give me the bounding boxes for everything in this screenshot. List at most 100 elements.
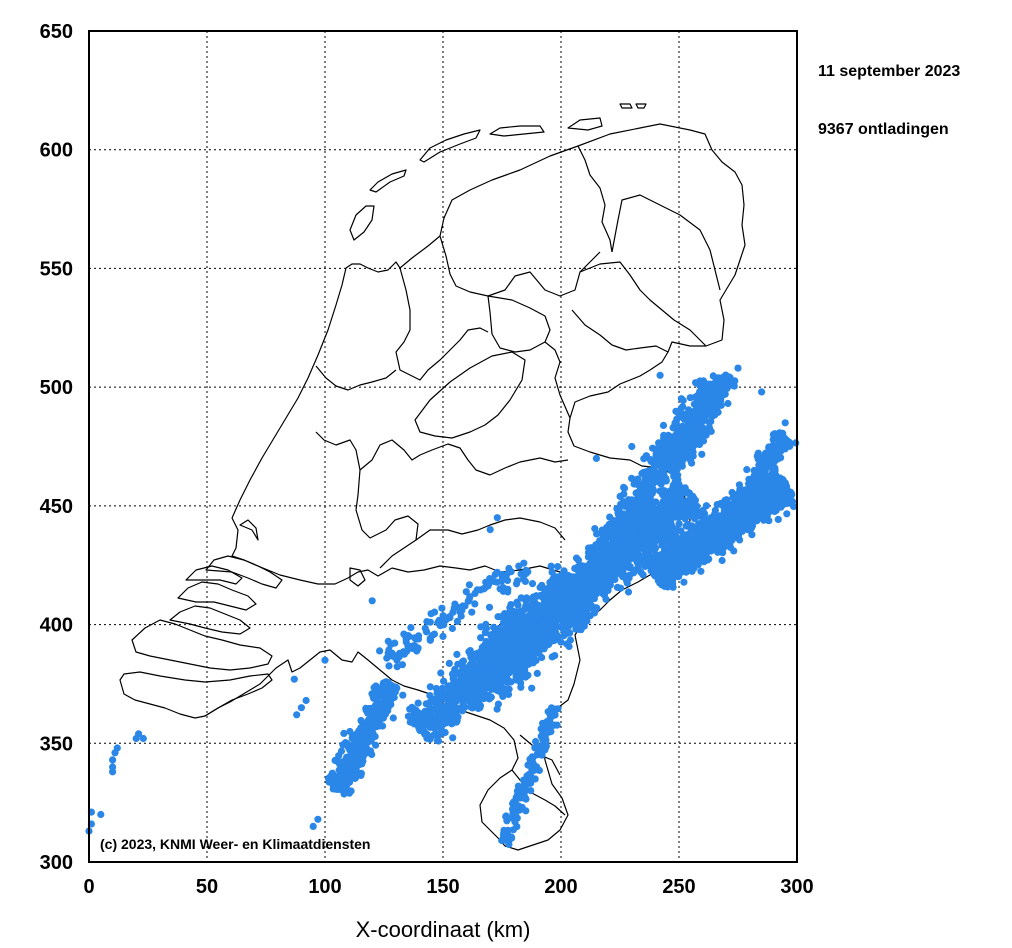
strike-dot	[530, 616, 538, 624]
strike-dot	[484, 682, 492, 690]
strike-dot	[533, 669, 541, 678]
strike-dot	[633, 495, 641, 503]
strike-dot	[580, 606, 588, 614]
strike-dot	[379, 700, 387, 708]
strike-dot	[520, 632, 528, 640]
strike-dot	[477, 663, 485, 671]
strike-dot	[447, 696, 455, 704]
strike-dot	[369, 706, 377, 714]
strike-dot	[699, 377, 708, 385]
strike-dot	[637, 568, 645, 577]
strike-dot	[764, 505, 773, 513]
strike-dot	[621, 549, 629, 558]
strike-dot	[357, 717, 365, 725]
strike-dot	[548, 610, 556, 618]
strike-dot	[468, 692, 476, 700]
strike-dot	[426, 723, 434, 731]
strike-dot	[594, 556, 602, 564]
strike-dot	[372, 682, 380, 690]
strike-dot	[626, 571, 634, 579]
strike-dot	[560, 582, 569, 590]
strike-dot	[606, 561, 614, 569]
strike-dot	[684, 507, 692, 515]
strike-dot	[433, 730, 441, 738]
strike-dot	[530, 596, 538, 604]
strike-dot	[652, 450, 660, 458]
strike-dot	[554, 563, 562, 571]
strike-dot	[620, 483, 628, 491]
strike-dot	[662, 527, 670, 535]
strike-dot	[372, 741, 380, 749]
strike-dot	[378, 708, 387, 716]
strike-dot	[501, 656, 509, 664]
strike-dot	[627, 521, 636, 530]
strike-dot	[554, 605, 562, 613]
strike-dot	[477, 680, 485, 688]
strike-dot	[467, 651, 475, 659]
strike-dot	[442, 704, 450, 712]
strike-dot	[530, 626, 538, 634]
strike-dot	[477, 623, 485, 631]
lightning-strikes	[85, 364, 800, 849]
strike-dot	[482, 624, 491, 633]
strike-dot	[579, 591, 588, 599]
strike-dot	[345, 789, 353, 797]
strike-dot	[634, 515, 642, 523]
strike-dot	[565, 642, 573, 651]
strike-dot	[374, 698, 382, 706]
strike-dot	[612, 530, 620, 538]
strike-dot	[571, 610, 580, 619]
strike-dot	[560, 632, 568, 640]
strike-dot	[433, 704, 441, 712]
strike-dot	[517, 683, 525, 691]
strike-dot	[574, 580, 582, 588]
strike-dot	[692, 379, 700, 387]
strike-dot	[344, 773, 352, 781]
strike-dot	[574, 572, 582, 580]
strike-dot	[551, 652, 559, 660]
strike-dot	[469, 685, 477, 693]
strike-dot	[783, 482, 791, 490]
strike-dot	[668, 536, 676, 545]
strike-dot	[499, 692, 507, 701]
strike-dot	[698, 450, 706, 458]
strike-dot	[713, 520, 721, 528]
strike-dot	[511, 612, 519, 620]
strike-dot	[373, 714, 381, 722]
strike-dot	[484, 691, 492, 700]
strike-dot	[702, 502, 711, 510]
strike-dot	[683, 487, 691, 495]
strike-dot	[623, 530, 631, 538]
strike-dot	[513, 598, 521, 606]
strike-dot	[528, 684, 536, 692]
strike-dot	[498, 677, 506, 685]
strike-dot	[676, 511, 684, 519]
strike-dot	[718, 556, 726, 565]
strike-dot	[657, 502, 665, 510]
strike-dot	[572, 592, 581, 601]
strike-dot	[524, 602, 532, 610]
strike-dot	[434, 712, 442, 720]
strike-dot	[669, 484, 677, 493]
strike-dot	[726, 540, 734, 548]
strike-dot	[449, 734, 457, 742]
strike-dot	[675, 410, 683, 418]
strike-dot	[386, 698, 394, 706]
strike-dot	[584, 544, 593, 552]
strike-dot	[503, 641, 511, 649]
strike-dot	[513, 650, 521, 658]
strike-dot	[513, 663, 522, 671]
strike-dot	[565, 622, 573, 630]
strike-dot	[624, 588, 633, 596]
strike-dot	[551, 630, 559, 638]
strike-dot	[510, 642, 518, 650]
strike-dot	[399, 691, 407, 699]
strike-dot	[538, 645, 546, 653]
strike-dot	[409, 713, 418, 721]
strike-dot	[437, 724, 445, 732]
strike-dot	[357, 771, 365, 780]
strike-dot	[365, 716, 373, 725]
strike-dot	[624, 499, 633, 508]
country-borders	[119, 103, 746, 851]
